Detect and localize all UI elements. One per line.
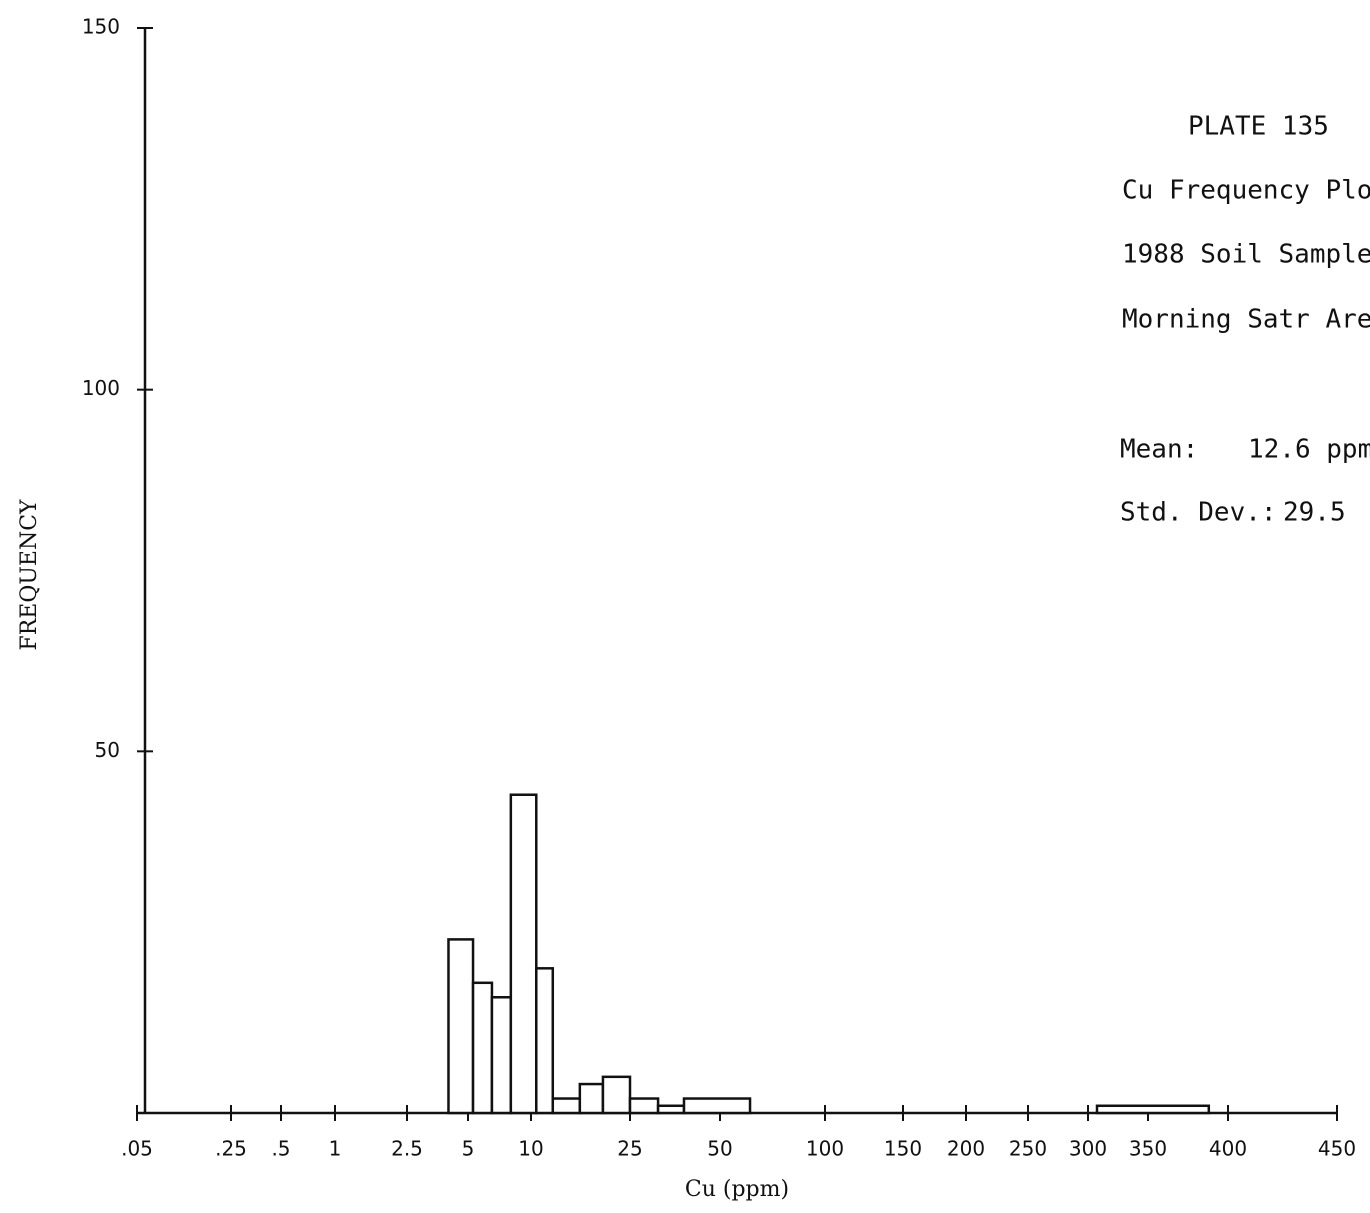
x-tick-label: 300	[1069, 1137, 1107, 1161]
bar	[682, 1097, 752, 1115]
x-tick-label: 25	[617, 1137, 642, 1161]
x-tick-label: 200	[947, 1137, 985, 1161]
annotation: 1988 Soil Sample	[1122, 240, 1370, 270]
bar	[628, 1097, 660, 1115]
annotation: Cu Frequency Plo	[1122, 176, 1370, 206]
bar	[1095, 1104, 1211, 1115]
bar	[578, 1082, 605, 1115]
x-tick-label: 250	[1009, 1137, 1047, 1161]
x-tick-label: 10	[518, 1137, 543, 1161]
x-tick-label: 100	[806, 1137, 844, 1161]
x-tick-label: 350	[1129, 1137, 1167, 1161]
bar	[490, 996, 513, 1115]
x-tick-label: 150	[884, 1137, 922, 1161]
annotation: Morning Satr Are	[1122, 305, 1370, 335]
y-axis-label: FREQUENCY	[17, 499, 42, 651]
bar	[447, 938, 475, 1115]
bar	[509, 793, 538, 1115]
x-tick-label: 400	[1209, 1137, 1247, 1161]
x-tick-label: .5	[271, 1137, 290, 1161]
y-tick-label: 150	[82, 15, 120, 39]
x-tick-label: 2.5	[391, 1137, 423, 1161]
bar	[656, 1104, 686, 1115]
x-axis-label: Cu (ppm)	[685, 1177, 789, 1202]
x-tick-label: 1	[329, 1137, 342, 1161]
x-tick-label: 50	[707, 1137, 732, 1161]
bar	[601, 1075, 632, 1115]
x-tick-label: .05	[121, 1137, 153, 1161]
annotation: Std. Dev.:	[1120, 498, 1277, 528]
bar	[471, 981, 494, 1115]
annotation: Mean:	[1120, 435, 1198, 465]
y-tick-label: 100	[82, 376, 120, 400]
y-tick-label: 50	[95, 738, 120, 762]
x-tick-label: .25	[215, 1137, 247, 1161]
bar	[551, 1097, 582, 1115]
annotation: 29.5	[1283, 498, 1346, 528]
x-tick-label: 5	[462, 1137, 475, 1161]
annotation: PLATE 135	[1188, 112, 1329, 142]
x-tick-label: 450	[1318, 1137, 1356, 1161]
bar	[535, 967, 555, 1115]
annotation: 12.6 ppm	[1248, 435, 1370, 465]
